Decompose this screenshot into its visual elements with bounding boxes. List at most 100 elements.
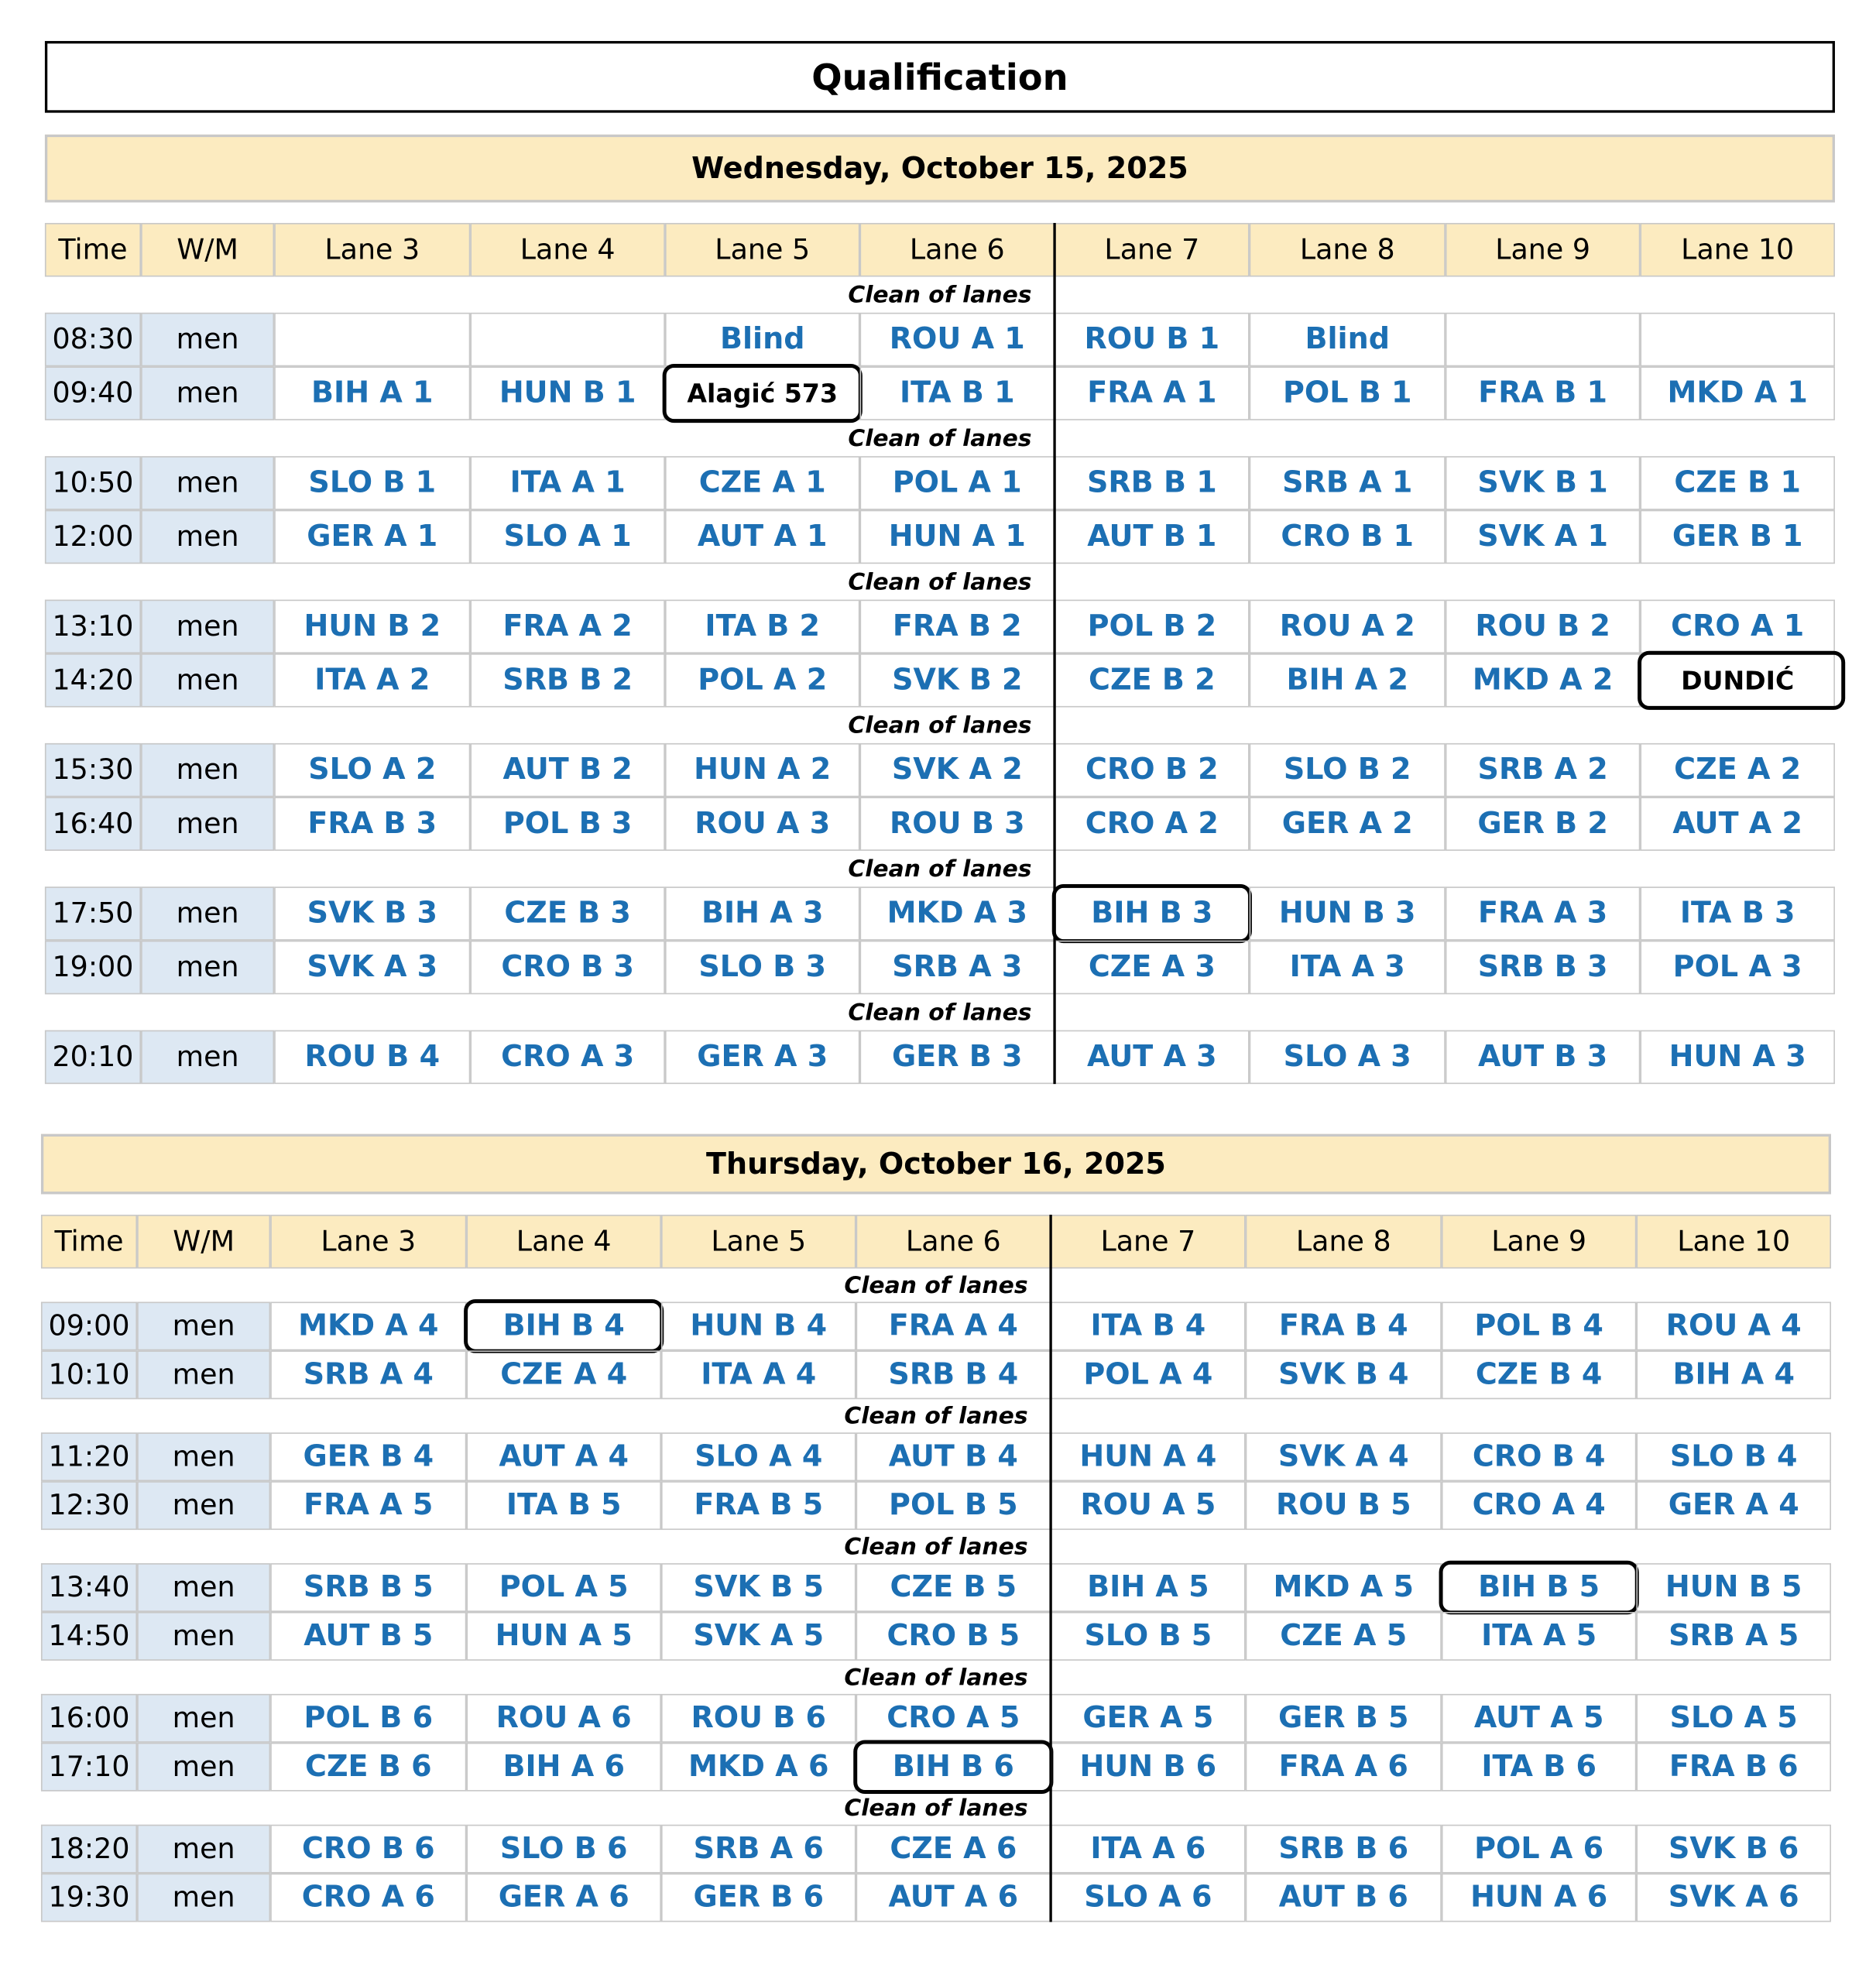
group: men xyxy=(141,1030,275,1085)
time: 13:10 xyxy=(44,599,142,654)
lane-entry: CZE A 4 xyxy=(466,1350,661,1400)
lane-entry: CZE A 6 xyxy=(856,1824,1051,1874)
lane-entry: ITA A 2 xyxy=(274,653,471,708)
lane-entry: AUT A 6 xyxy=(856,1873,1051,1922)
lane-entry: CRO A 5 xyxy=(856,1693,1051,1743)
lane-entry: POL B 1 xyxy=(1249,366,1446,420)
group: men xyxy=(141,797,275,851)
lane-entry: AUT A 5 xyxy=(1441,1693,1637,1743)
column-header: Lane 9 xyxy=(1441,1214,1637,1269)
lane-entry: CZE B 4 xyxy=(1441,1350,1637,1400)
lane-entry: POL B 5 xyxy=(856,1481,1051,1531)
lane-entry: ROU B 1 xyxy=(1055,312,1250,367)
day-header: Thursday, October 16, 2025 xyxy=(40,1133,1831,1195)
lane-entry: CZE A 5 xyxy=(1245,1611,1442,1661)
lane-entry xyxy=(1445,312,1641,367)
lane-entry: ROU B 4 xyxy=(274,1030,471,1085)
group: men xyxy=(137,1693,271,1743)
lane-entry: AUT A 2 xyxy=(1640,797,1835,851)
time: 11:20 xyxy=(40,1432,138,1482)
lane-entry: SRB A 1 xyxy=(1249,456,1446,510)
group: men xyxy=(141,456,275,510)
group: men xyxy=(137,1873,271,1922)
group: men xyxy=(137,1563,271,1612)
lane-note: Clean of lanes xyxy=(848,855,1032,883)
lane-entry: POL B 2 xyxy=(1055,599,1250,654)
lane-entry: ITA A 3 xyxy=(1249,940,1446,995)
lane-entry: POL A 4 xyxy=(1051,1350,1246,1400)
lane-entry: CZE B 5 xyxy=(856,1563,1051,1612)
lane-note: Clean of lanes xyxy=(844,1533,1028,1560)
column-header: Lane 4 xyxy=(470,222,665,277)
lane-entry: SVK B 5 xyxy=(660,1563,856,1612)
lane-entry: SRB A 6 xyxy=(660,1824,856,1874)
lane-entry: POL B 6 xyxy=(270,1693,467,1743)
lane-entry: CRO B 6 xyxy=(270,1824,467,1874)
column-header: Time xyxy=(40,1214,138,1269)
lane-entry: FRA A 6 xyxy=(1245,1742,1442,1792)
lane-entry: HUN B 3 xyxy=(1249,886,1446,941)
lane-entry: CZE B 1 xyxy=(1640,456,1835,510)
lane-note: Clean of lanes xyxy=(844,1664,1028,1691)
lane-entry: HUN A 2 xyxy=(664,742,860,797)
time: 09:00 xyxy=(40,1301,138,1351)
lane-entry: SVK A 1 xyxy=(1445,509,1641,564)
group: men xyxy=(137,1350,271,1400)
lane-entry: CRO B 3 xyxy=(470,940,665,995)
lane-entry: ITA B 1 xyxy=(859,366,1055,420)
column-header: Lane 10 xyxy=(1636,1214,1831,1269)
lane-entry: GER A 2 xyxy=(1249,797,1446,851)
lane-entry: SVK B 2 xyxy=(859,653,1055,708)
lane-entry: ITA A 5 xyxy=(1441,1611,1637,1661)
lane-entry xyxy=(470,312,665,367)
lane-divider xyxy=(1049,1214,1052,1922)
lane-note: Clean of lanes xyxy=(848,424,1032,452)
lane-entry: GER B 4 xyxy=(270,1432,467,1482)
lane-entry: SRB A 2 xyxy=(1445,742,1641,797)
lane-entry xyxy=(274,312,471,367)
lane-entry: CRO A 2 xyxy=(1055,797,1250,851)
lane-entry: GER A 6 xyxy=(466,1873,661,1922)
time: 17:50 xyxy=(44,886,142,941)
lane-entry: POL B 3 xyxy=(470,797,665,851)
column-header: Lane 3 xyxy=(270,1214,467,1269)
lane-entry: POL A 3 xyxy=(1640,940,1835,995)
group: men xyxy=(141,940,275,995)
lane-entry: CRO A 6 xyxy=(270,1873,467,1922)
highlight-ring xyxy=(1051,883,1252,944)
lane-entry: SLO B 6 xyxy=(466,1824,661,1874)
lane-entry: FRA A 3 xyxy=(1445,886,1641,941)
group: men xyxy=(141,509,275,564)
lane-entry: SVK B 3 xyxy=(274,886,471,941)
highlight-ring xyxy=(662,364,863,423)
lane-entry: SVK B 6 xyxy=(1636,1824,1831,1874)
lane-entry: GER B 2 xyxy=(1445,797,1641,851)
time: 16:40 xyxy=(44,797,142,851)
group: men xyxy=(141,742,275,797)
lane-entry: HUN B 6 xyxy=(1051,1742,1246,1792)
lane-entry: FRA B 1 xyxy=(1445,366,1641,420)
lane-entry: SVK B 1 xyxy=(1445,456,1641,510)
lane-entry: SRB A 3 xyxy=(859,940,1055,995)
lane-entry: GER B 1 xyxy=(1640,509,1835,564)
time: 10:10 xyxy=(40,1350,138,1400)
lane-entry: HUN A 6 xyxy=(1441,1873,1637,1922)
highlight-ring xyxy=(1439,1560,1639,1615)
lane-entry: SLO B 2 xyxy=(1249,742,1446,797)
column-header: Lane 3 xyxy=(274,222,471,277)
column-header: Lane 9 xyxy=(1445,222,1641,277)
lane-entry: FRA A 4 xyxy=(856,1301,1051,1351)
lane-entry: AUT B 2 xyxy=(470,742,665,797)
lane-entry: AUT B 5 xyxy=(270,1611,467,1661)
lane-entry: SRB B 1 xyxy=(1055,456,1250,510)
time: 09:40 xyxy=(44,366,142,420)
lane-entry: HUN A 4 xyxy=(1051,1432,1246,1482)
time: 10:50 xyxy=(44,456,142,510)
time: 14:20 xyxy=(44,653,142,708)
time: 12:00 xyxy=(44,509,142,564)
lane-entry: SVK B 4 xyxy=(1245,1350,1442,1400)
lane-entry: SRB B 4 xyxy=(856,1350,1051,1400)
lane-entry: AUT B 3 xyxy=(1445,1030,1641,1085)
highlight-ring xyxy=(464,1299,664,1353)
lane-entry: FRA A 2 xyxy=(470,599,665,654)
